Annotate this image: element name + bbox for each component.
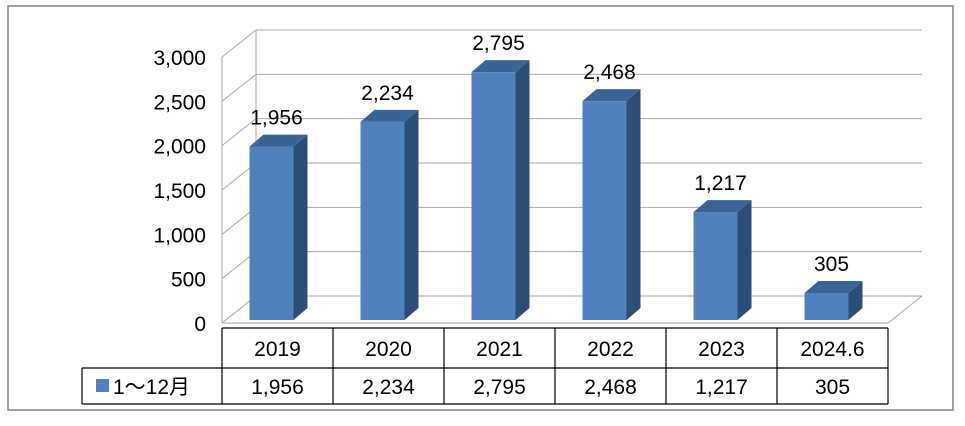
y-axis: 0 500 1,000 1,500 2,000 2,500 3,000 xyxy=(153,47,206,336)
square-legend-icon xyxy=(96,379,109,392)
data-label: 305 xyxy=(814,253,849,276)
gridline-diagonal xyxy=(221,73,257,102)
data-label: 2,468 xyxy=(583,61,636,84)
bar-top xyxy=(693,200,752,213)
bar-top xyxy=(249,134,308,147)
bar-side xyxy=(626,89,641,320)
bar-front xyxy=(471,72,516,320)
table-category: 2024.6 xyxy=(800,338,864,361)
bar-side xyxy=(737,200,752,320)
table-category: 2022 xyxy=(587,338,634,361)
table-value: 305 xyxy=(815,376,850,399)
bar-front xyxy=(804,292,849,320)
bar-top xyxy=(804,280,863,293)
y-tick-label: 500 xyxy=(171,269,206,292)
y-tick-label: 0 xyxy=(194,313,206,336)
y-tick-label: 1,000 xyxy=(153,224,206,247)
y-tick-label: 1,500 xyxy=(153,180,206,203)
data-label: 2,795 xyxy=(472,32,525,55)
table-value: 1,217 xyxy=(695,376,748,399)
bar-top xyxy=(360,109,419,122)
table-value: 2,468 xyxy=(584,376,637,399)
y-tick-label: 2,500 xyxy=(153,91,206,114)
bar-side xyxy=(404,109,419,320)
bar-2021 xyxy=(471,60,530,320)
table-category: 2020 xyxy=(365,338,412,361)
bar-front xyxy=(582,101,627,320)
gridline-diagonal xyxy=(221,29,257,58)
legend-series-name: 1～12月 xyxy=(113,376,190,399)
data-label: 1,956 xyxy=(250,107,303,130)
bar-front xyxy=(249,146,294,320)
bar-side xyxy=(515,60,530,320)
bar-top xyxy=(582,89,641,102)
bar-side xyxy=(848,280,863,320)
table-category: 2021 xyxy=(476,338,523,361)
data-label: 1,217 xyxy=(694,172,747,195)
bar-2019 xyxy=(249,134,308,320)
bar-2020 xyxy=(360,109,419,320)
bar-2023 xyxy=(693,200,752,320)
gridline-diagonal xyxy=(221,118,257,147)
data-labels: 1,956 2,234 2,795 2,468 1,217 305 xyxy=(250,32,849,276)
bar-front xyxy=(693,212,738,320)
bar-side xyxy=(293,134,308,320)
data-table: 2019 1,956 2020 2,234 2021 2,795 2022 2,468 2023… xyxy=(81,327,889,405)
y-tick-label: 3,000 xyxy=(153,47,206,70)
table-value: 1,956 xyxy=(251,376,304,399)
bar-front xyxy=(360,121,405,320)
bar-2022 xyxy=(582,89,641,320)
floor-right-edge xyxy=(887,295,923,324)
table-category: 2019 xyxy=(254,338,301,361)
y-tick-label: 2,000 xyxy=(153,136,206,159)
bars xyxy=(249,60,863,320)
bar-2024.6 xyxy=(804,280,863,320)
table-value: 2,795 xyxy=(473,376,526,399)
table-category: 2023 xyxy=(698,338,745,361)
data-label: 2,234 xyxy=(361,82,414,105)
bar-top xyxy=(471,60,530,73)
table-value: 2,234 xyxy=(362,376,415,399)
